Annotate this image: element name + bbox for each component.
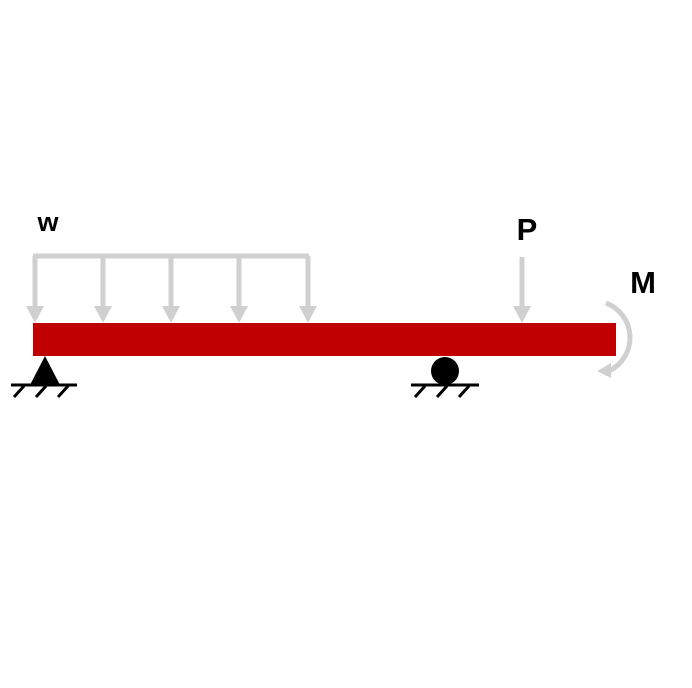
roller-support-wheel: [431, 357, 459, 385]
roller-support-hatch: [413, 384, 471, 399]
moment-arrow: [597, 300, 633, 378]
beam: [33, 323, 616, 356]
point-load-label: P: [517, 212, 538, 247]
pin-support-hatch: [12, 384, 70, 399]
roller-support: [411, 357, 479, 399]
distributed-load-arrow: [26, 256, 44, 323]
moment-label: M: [630, 265, 656, 300]
distributed-load-label: w: [36, 207, 59, 237]
distributed-load-arrow: [94, 256, 112, 323]
distributed-load-arrow: [230, 256, 248, 323]
distributed-load: [26, 253, 317, 323]
point-load-arrow: [513, 257, 531, 323]
pin-support: [11, 356, 77, 399]
pin-support-triangle: [30, 356, 60, 385]
distributed-load-arrow: [162, 256, 180, 323]
distributed-load-arrow: [299, 256, 317, 323]
